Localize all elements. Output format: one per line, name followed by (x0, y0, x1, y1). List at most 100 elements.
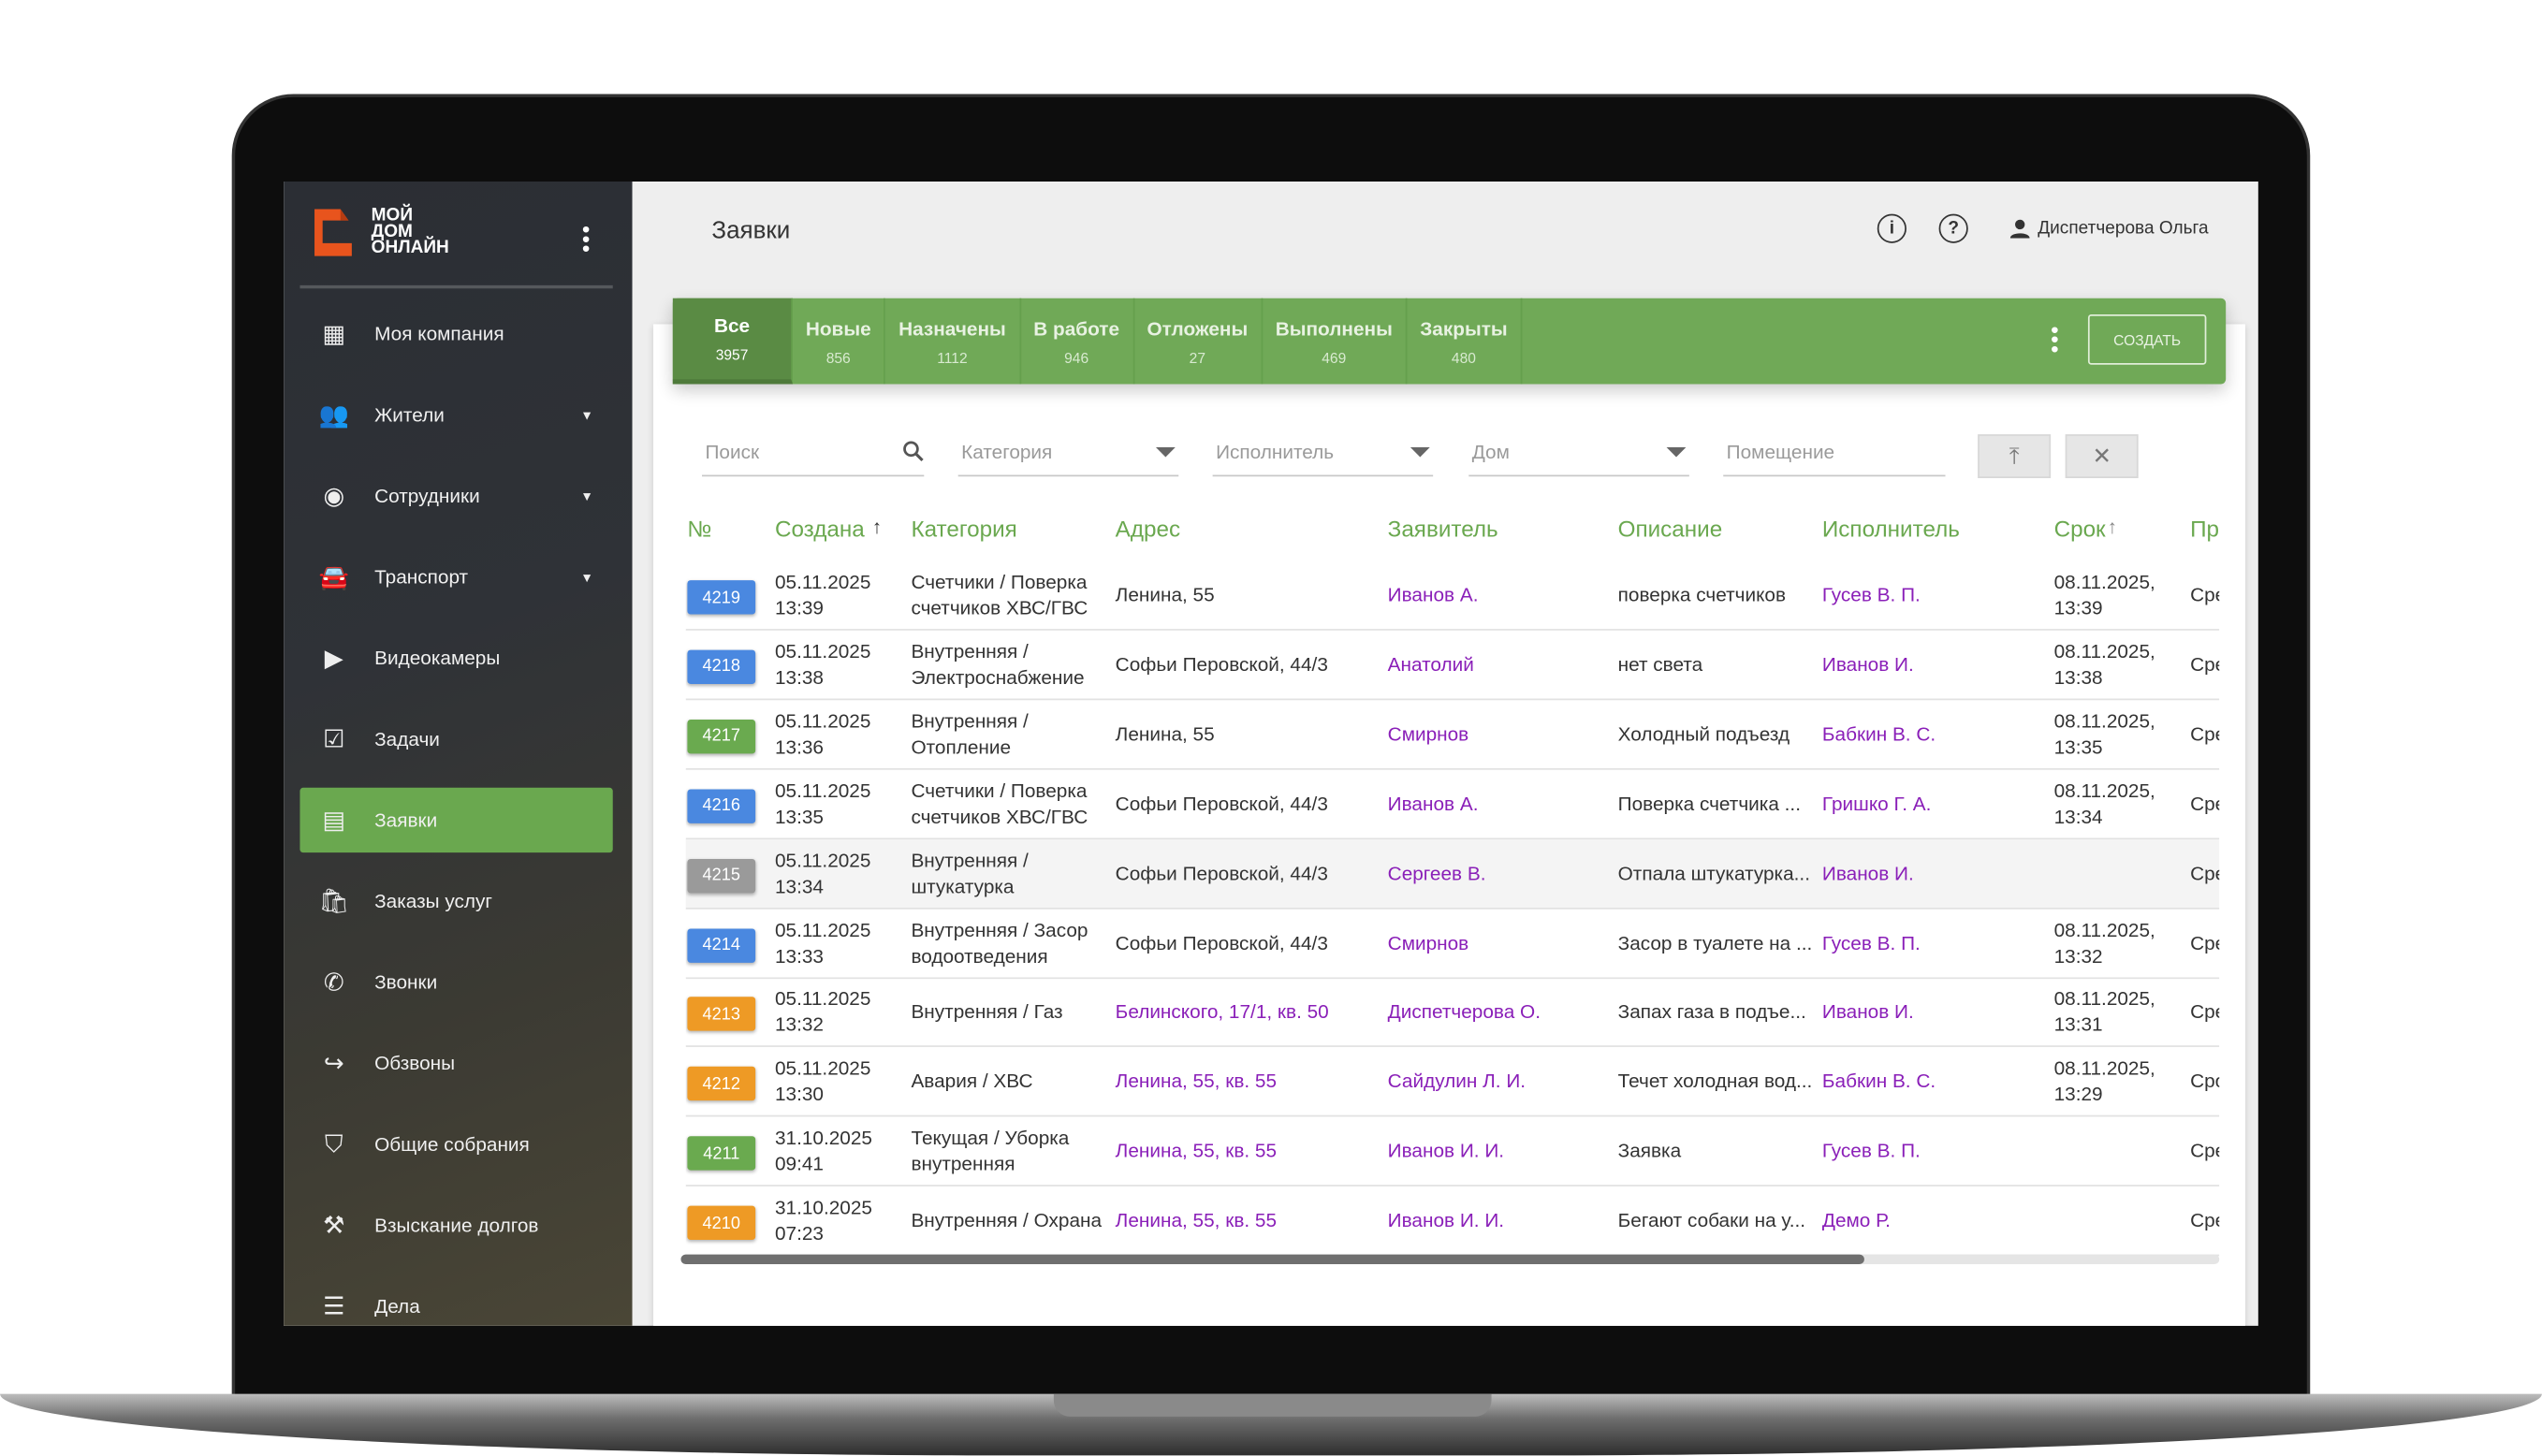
created-cell: 05.11.2025 13:38 (775, 638, 870, 690)
user-menu[interactable]: Диспетчерова Ольга (2009, 219, 2209, 239)
applicant-link[interactable]: Сергеев В. (1387, 861, 1486, 885)
address-cell: Софьи Перовской, 44/3 (1115, 652, 1328, 677)
sidebar-item[interactable]: ☑ Задачи (299, 706, 612, 771)
address-cell[interactable]: Ленина, 55, кв. 55 (1115, 1139, 1278, 1163)
sort-arrow-icon[interactable]: ↑ (871, 515, 883, 539)
sidebar-item[interactable]: ✆ Звонки (299, 950, 612, 1014)
executor-link[interactable]: Бабкин В. С. (1821, 722, 1936, 746)
executor-link[interactable]: Иванов И. (1821, 861, 1914, 885)
help-icon[interactable]: ? (1938, 213, 1968, 243)
create-button[interactable]: СОЗДАТЬ (2087, 314, 2207, 365)
sidebar-item[interactable]: ⚒ Взыскание долгов (299, 1193, 612, 1258)
expand-filters-button[interactable]: ⤒ (1978, 434, 2052, 478)
tab-0[interactable]: Все 3957 (672, 298, 793, 385)
applicant-link[interactable]: Сайдулин Л. И. (1387, 1070, 1527, 1093)
search-input[interactable]: Поиск (701, 428, 925, 477)
address-cell[interactable]: Белинского, 17/1, кв. 50 (1115, 1000, 1329, 1024)
executor-link[interactable]: Иванов И. (1821, 652, 1914, 677)
table-row[interactable]: 4219 05.11.2025 13:39 Счетчики / Поверка сче… (685, 561, 2220, 631)
tab-3[interactable]: В работе 946 (1020, 298, 1134, 385)
request-id-badge[interactable]: 4213 (687, 997, 756, 1032)
column-header[interactable]: Категория (911, 515, 1017, 542)
sidebar-item[interactable]: 🛍 Заказы услуг (299, 868, 612, 933)
deadline-cell: 08.11.2025, 13:31 (2054, 986, 2155, 1038)
horizontal-scrollbar[interactable] (680, 1254, 2220, 1265)
table-row[interactable]: 4210 31.10.2025 07:23 Внутренняя / Охрана Ле… (685, 1187, 2220, 1257)
tab-1[interactable]: Новые 856 (793, 298, 886, 385)
more-icon[interactable]: • • • (2051, 315, 2059, 362)
request-id-badge[interactable]: 4218 (687, 649, 756, 684)
applicant-link[interactable]: Диспетчерова О. (1387, 1000, 1541, 1024)
table-row[interactable]: 4217 05.11.2025 13:36 Внутренняя / Отопление… (685, 700, 2220, 770)
table-row[interactable]: 4212 05.11.2025 13:30 Авария / ХВС Ленина, 5… (685, 1047, 2220, 1117)
executor-link[interactable]: Демо Р. (1821, 1209, 1891, 1232)
logo[interactable]: МОЙ ДОМ ОНЛАЙН (310, 206, 449, 257)
request-id-badge[interactable]: 4214 (687, 927, 756, 963)
sidebar-menu-icon[interactable]: • • • (581, 215, 591, 261)
sidebar-item[interactable]: ⛉ Общие собрания (299, 1112, 612, 1176)
room-input[interactable]: Помещение (1723, 428, 1946, 477)
column-header[interactable]: Описание (1617, 515, 1723, 542)
tab-2[interactable]: Назначены 1112 (885, 298, 1021, 385)
applicant-link[interactable]: Анатолий (1387, 652, 1474, 677)
request-id-badge[interactable]: 4212 (687, 1067, 756, 1101)
column-header[interactable]: Пр (2190, 515, 2220, 542)
sidebar-item[interactable]: ▶ Видеокамеры (299, 626, 612, 691)
sidebar-item[interactable]: ☰ Дела (299, 1274, 612, 1325)
table-row[interactable]: 4218 05.11.2025 13:38 Внутренняя / Электросн… (685, 631, 2220, 701)
table-row[interactable]: 4213 05.11.2025 13:32 Внутренняя / Газ Белин… (685, 978, 2220, 1048)
column-header[interactable]: Адрес (1115, 515, 1181, 542)
clear-filters-button[interactable]: ✕ (2065, 434, 2139, 478)
executor-link[interactable]: Гусев В. П. (1821, 583, 1921, 606)
request-id-badge[interactable]: 4211 (687, 1136, 756, 1171)
sidebar-item[interactable]: ▦ Моя компания (299, 301, 612, 366)
sidebar-item[interactable]: ◉ Сотрудники ▼ (299, 463, 612, 528)
tab-4[interactable]: Отложены 27 (1134, 298, 1263, 385)
column-header[interactable]: Заявитель (1387, 515, 1498, 542)
category-cell: Авария / ХВС (911, 1069, 1032, 1095)
table-row[interactable]: 4214 05.11.2025 13:33 Внутренняя / Засор вод… (685, 909, 2220, 979)
house-select[interactable]: Дом (1468, 428, 1689, 477)
request-id-badge[interactable]: 4216 (687, 788, 756, 823)
table-row[interactable]: 4211 31.10.2025 09:41 Текущая / Уборка внутр… (685, 1117, 2220, 1187)
request-id-badge[interactable]: 4215 (687, 858, 756, 893)
executor-link[interactable]: Гришко Г. А. (1821, 792, 1932, 815)
executor-link[interactable]: Гусев В. П. (1821, 1139, 1921, 1163)
executor-link[interactable]: Бабкин В. С. (1821, 1070, 1936, 1093)
applicant-link[interactable]: Иванов И. И. (1387, 1139, 1505, 1163)
executor-link[interactable]: Иванов И. (1821, 1000, 1914, 1024)
column-header[interactable]: Создана (774, 515, 865, 542)
scrollbar-thumb[interactable] (680, 1254, 1864, 1265)
applicant-link[interactable]: Смирнов (1387, 722, 1469, 746)
tab-5[interactable]: Выполнены 469 (1263, 298, 1408, 385)
address-cell[interactable]: Ленина, 55, кв. 55 (1115, 1209, 1278, 1232)
address-cell[interactable]: Ленина, 55, кв. 55 (1115, 1070, 1278, 1093)
executor-link[interactable]: Гусев В. П. (1821, 931, 1921, 954)
category-select[interactable]: Категория (957, 428, 1179, 477)
applicant-link[interactable]: Иванов А. (1387, 792, 1479, 815)
applicant-link[interactable]: Иванов И. И. (1387, 1209, 1505, 1232)
created-cell-line: 05.11.2025 (774, 987, 871, 1011)
column-header[interactable]: Исполнитель (1821, 515, 1960, 542)
table-row[interactable]: 4215 05.11.2025 13:34 Внутренняя / штукатурк… (685, 838, 2220, 910)
caret-down-icon[interactable]: ▼ (580, 488, 593, 503)
sidebar-item[interactable]: ↪ Обзвоны (299, 1031, 612, 1096)
applicant-link[interactable]: Смирнов (1387, 931, 1469, 954)
caret-down-icon[interactable]: ▼ (580, 407, 593, 423)
column-header[interactable]: Срок (2053, 515, 2106, 542)
request-id-badge[interactable]: 4219 (687, 580, 756, 615)
caret-down-icon[interactable]: ▼ (580, 569, 593, 585)
executor-select[interactable]: Исполнитель (1212, 428, 1434, 477)
sidebar-item[interactable]: 🚘 Транспорт ▼ (299, 545, 612, 609)
table-row[interactable]: 4216 05.11.2025 13:35 Счетчики / Поверка сче… (685, 769, 2220, 839)
sidebar-item[interactable]: ▤ Заявки (299, 787, 613, 853)
sidebar-item[interactable]: 👥 Жители ▼ (299, 383, 612, 447)
tab-6[interactable]: Закрыты 480 (1407, 298, 1523, 385)
column-header[interactable]: № (687, 515, 712, 542)
sort-arrow-icon[interactable]: ↑ (2107, 515, 2118, 539)
created-cell: 05.11.2025 13:33 (775, 917, 870, 968)
request-id-badge[interactable]: 4210 (687, 1205, 756, 1241)
info-icon[interactable]: i (1877, 213, 1906, 243)
applicant-link[interactable]: Иванов А. (1387, 583, 1479, 606)
request-id-badge[interactable]: 4217 (687, 719, 756, 754)
